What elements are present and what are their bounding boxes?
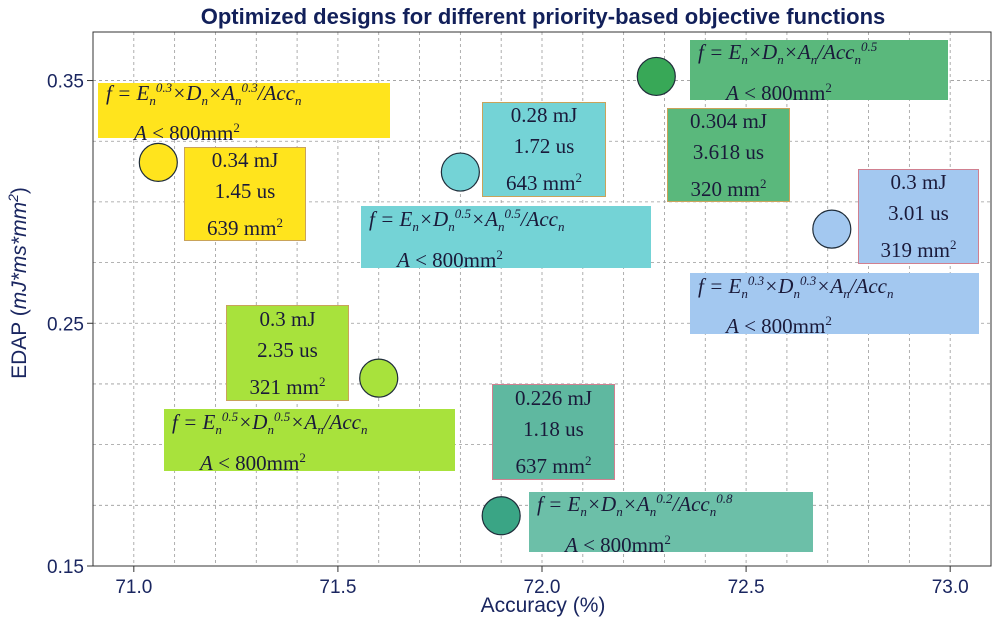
energy-value: 0.3 mJ [259, 306, 316, 331]
design-stats-5: 0.226 mJ 1.18 us 637 mm2 [492, 384, 615, 480]
data-points [138, 56, 852, 536]
data-point-0 [138, 142, 178, 182]
x-tick-label: 73.0 [932, 577, 969, 598]
design-stats-4: 0.3 mJ 2.35 us 321 mm2 [226, 305, 349, 401]
design-stats-0: 0.34 mJ 1.45 us 639 mm2 [184, 147, 306, 241]
x-axis-label: Accuracy (%) [481, 594, 606, 617]
area-value: 321 mm2 [249, 373, 326, 399]
y-axis-ticks: 0.15 0.25 0.35 [47, 72, 93, 578]
data-point-4 [359, 358, 399, 398]
x-tick-label: 72.0 [524, 577, 561, 598]
data-point-1 [440, 152, 480, 192]
y-axis-label: EDAP (mJ*ms*mm2) [5, 187, 31, 379]
objective-label-5: f = En×Dn×An0.2/Accn0.8 A < 800mm2 [529, 491, 813, 557]
energy-value: 0.3 mJ [890, 170, 947, 194]
energy-value: 0.28 mJ [510, 103, 578, 127]
area-value: 643 mm2 [506, 170, 582, 195]
y-axis-label-units: mJ*ms*mm [8, 202, 31, 309]
y-axis-label-prefix: EDAP ( [8, 309, 31, 379]
design-stats-1: 0.28 mJ 1.72 us 643 mm2 [482, 102, 606, 197]
design-stats-3: 0.3 mJ 3.01 us 319 mm2 [858, 169, 979, 264]
x-tick-label: 71.0 [115, 577, 152, 598]
data-point-2 [636, 56, 676, 97]
data-point-3 [812, 209, 852, 249]
area-value: 639 mm2 [207, 214, 283, 240]
objective-label-3: f = En0.3×Dn0.3×An/Accn A < 800mm2 [690, 273, 979, 338]
y-axis-label-suffix: ) [8, 187, 31, 194]
data-point-5 [481, 496, 521, 536]
y-tick-label: 0.15 [47, 557, 84, 578]
x-tick-label: 72.5 [728, 577, 765, 598]
chart-title: Optimized designs for different priority… [201, 4, 886, 29]
area-value: 320 mm2 [690, 175, 767, 201]
design-stats-2: 0.304 mJ 3.618 us 320 mm2 [667, 108, 790, 202]
latency-value: 1.72 us [513, 134, 575, 158]
latency-value: 3.01 us [888, 201, 949, 225]
objective-label-2: f = En×Dn×An/Accn0.5 A < 800mm2 [690, 39, 948, 105]
x-axis-ticks: 71.0 71.5 72.0 72.5 73.0 [115, 566, 969, 598]
latency-value: 3.618 us [692, 139, 765, 164]
latency-value: 2.35 us [257, 337, 318, 362]
energy-value: 0.34 mJ [211, 147, 279, 172]
area-value: 637 mm2 [515, 452, 592, 478]
latency-value: 1.18 us [523, 416, 584, 441]
y-axis-label-exponent: 2 [5, 194, 21, 203]
objective-label-1: f = En×Dn0.5×An0.5/Accn A < 800mm2 [361, 206, 651, 272]
latency-value: 1.45 us [214, 178, 276, 203]
y-tick-label: 0.25 [47, 314, 84, 335]
energy-value: 0.226 mJ [514, 385, 592, 410]
area-value: 319 mm2 [880, 237, 957, 262]
y-tick-label: 0.35 [47, 72, 84, 93]
objective-label-4: f = En0.5×Dn0.5×An/Accn A < 800mm2 [164, 409, 455, 475]
objective-label-0: f = En0.3×Dn×An0.3/Accn A < 800mm2 [98, 80, 390, 145]
x-tick-label: 71.5 [319, 577, 356, 598]
energy-value: 0.304 mJ [689, 108, 767, 133]
